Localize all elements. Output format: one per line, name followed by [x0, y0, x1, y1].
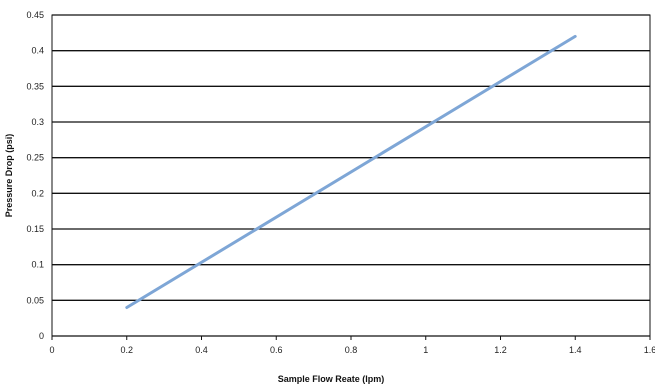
y-tick-label: 0.25 — [26, 153, 44, 163]
y-tick-label: 0.4 — [31, 46, 44, 56]
x-tick-label: 0.6 — [270, 345, 283, 355]
x-tick-label: 0.4 — [195, 345, 208, 355]
x-axis-tick-labels: 0 0.2 0.4 0.6 0.8 1 1.2 1.4 1.6 — [49, 345, 655, 355]
series-layer — [125, 34, 577, 309]
x-tick-label: 1.2 — [494, 345, 507, 355]
plot-area-frame — [51, 14, 651, 337]
y-tick-label: 0.35 — [26, 81, 44, 91]
y-tick-label: 0.2 — [31, 188, 44, 198]
x-tick-label: 1.6 — [644, 345, 655, 355]
x-tick-label: 1 — [423, 345, 428, 355]
gridlines — [51, 14, 651, 340]
x-tick-label: 0.8 — [345, 345, 358, 355]
y-tick-label: 0.45 — [26, 10, 44, 20]
x-axis-title: Sample Flow Reate (lpm) — [278, 374, 385, 384]
series-line-0 — [125, 34, 577, 309]
x-tick-label: 0 — [49, 345, 54, 355]
x-tick-label: 0.2 — [120, 345, 133, 355]
y-tick-label: 0.05 — [26, 295, 44, 305]
y-tick-label: 0 — [39, 331, 44, 341]
y-tick-label: 0.1 — [31, 260, 44, 270]
y-axis-title: Pressure Drop (psi) — [4, 134, 14, 218]
y-tick-label: 0.3 — [31, 117, 44, 127]
x-tick-label: 1.4 — [569, 345, 582, 355]
y-axis-tick-labels: 0 0.05 0.1 0.15 0.2 0.25 0.3 0.35 0.4 0.45 — [26, 10, 44, 341]
y-tick-label: 0.15 — [26, 224, 44, 234]
